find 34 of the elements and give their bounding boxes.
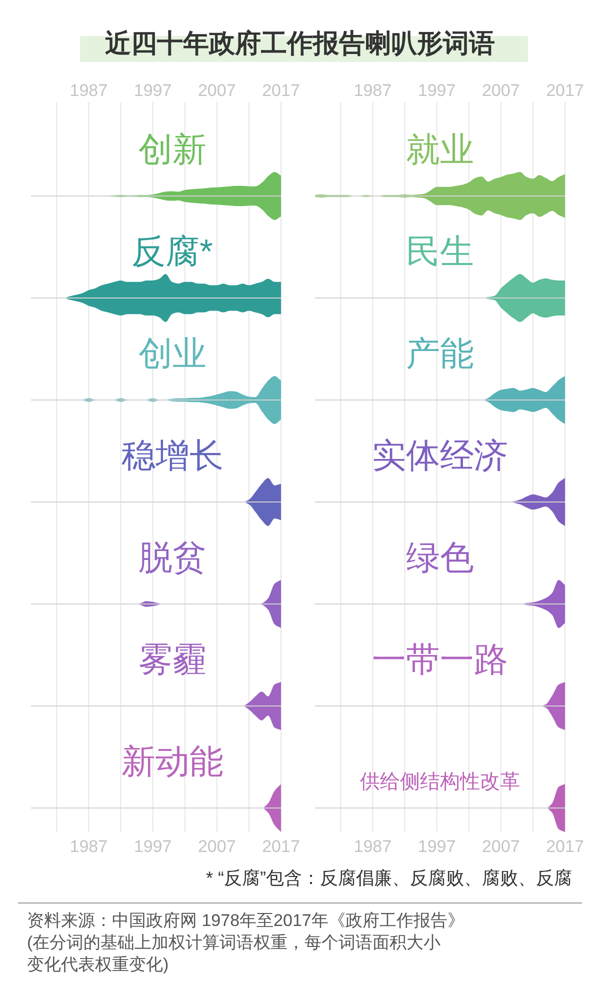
series-label: 民生 <box>406 233 474 271</box>
x-tick-label: 2007 <box>198 81 236 100</box>
series-label: 创业 <box>138 335 206 373</box>
text: 资料来源：中国政府网 1978年至2017年《政府工作报告》 <box>27 911 464 930</box>
series-label: 就业 <box>406 131 474 169</box>
x-tick-label: 2017 <box>546 837 584 856</box>
x-tick-label: 1997 <box>418 81 456 100</box>
series-label: 反腐* <box>132 233 213 271</box>
x-tick-label: 1997 <box>134 81 172 100</box>
x-tick-label: 1997 <box>134 837 172 856</box>
chart-title: 近四十年政府工作报告喇叭形词语 <box>105 28 495 58</box>
x-tick-label: 1987 <box>354 81 392 100</box>
text: (在分词的基础上加权计算词语权重，每个词语面积大小变化代表权重变化) <box>27 933 441 974</box>
x-tick-label: 1987 <box>70 81 108 100</box>
series-label: 脱贫 <box>138 539 206 577</box>
x-tick-label: 2017 <box>262 81 300 100</box>
series-label: 雾霾 <box>138 641 206 679</box>
series-label: 创新 <box>138 131 206 169</box>
x-tick-label: 1987 <box>354 837 392 856</box>
series-label: 新动能 <box>121 743 224 781</box>
series-label: 供给侧结构性改革 <box>360 771 520 793</box>
x-tick-label: 1997 <box>418 837 456 856</box>
x-tick-label: 2007 <box>482 81 520 100</box>
series-label: 实体经济 <box>372 437 508 475</box>
x-tick-label: 2007 <box>482 837 520 856</box>
text: * “反腐”包含：反腐倡廉、反腐败、腐败、反腐 <box>206 868 572 888</box>
series-label: 绿色 <box>406 539 474 577</box>
series-label: 一带一路 <box>372 641 508 679</box>
series-label: 产能 <box>406 335 474 373</box>
x-tick-label: 2017 <box>262 837 300 856</box>
series-label: 稳增长 <box>121 437 224 475</box>
x-tick-label: 1987 <box>70 837 108 856</box>
x-tick-label: 2007 <box>198 837 236 856</box>
x-tick-label: 2017 <box>546 81 584 100</box>
